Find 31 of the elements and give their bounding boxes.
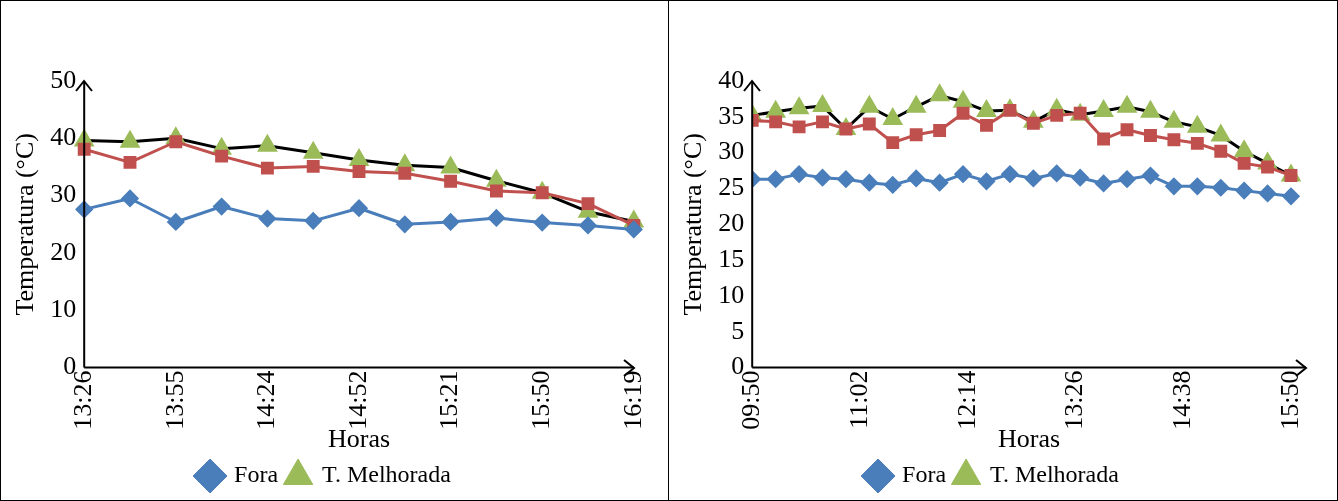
x-tick-label: 11:02 (843, 370, 873, 429)
y-tick-label: 30 (50, 179, 77, 209)
x-tick-label: 12:14 (951, 370, 981, 430)
x-tick-label: 16:19 (617, 370, 647, 430)
y-axis-title: Temperatura (°C) (678, 133, 708, 316)
y-tick-label: 35 (718, 100, 745, 130)
y-tick-label: 20 (50, 236, 77, 266)
x-tick-label: 15:50 (1274, 370, 1304, 430)
x-tick-label: 14:38 (1167, 370, 1197, 430)
y-tick-label: 20 (718, 208, 745, 238)
y-tick-label: 10 (50, 294, 77, 324)
x-tick-label: 15:21 (434, 370, 464, 430)
y-tick-label: 40 (718, 64, 745, 94)
y-axis-title: Temperatura (°C) (10, 133, 40, 316)
x-tick-label: 15:50 (526, 370, 556, 430)
y-tick-label: 50 (50, 64, 77, 94)
y-tick-label: 25 (718, 172, 745, 202)
legend-label: Fora (234, 461, 279, 488)
y-tick-label: 15 (718, 243, 745, 273)
y-tick-label: 5 (731, 315, 745, 345)
x-tick-label: 14:52 (342, 370, 372, 430)
x-axis-title: Horas (998, 424, 1061, 454)
legend-label: T. Melhorada (990, 461, 1120, 488)
y-tick-label: 40 (50, 122, 77, 152)
legend-label: Fora (902, 461, 947, 488)
x-tick-label: 13:26 (1059, 370, 1089, 430)
y-tick-label: 10 (718, 279, 745, 309)
x-tick-label: 14:24 (251, 370, 281, 430)
x-tick-label: 13:55 (159, 370, 189, 430)
legend-label: T. Melhorada (322, 461, 452, 488)
y-tick-label: 30 (718, 136, 745, 166)
